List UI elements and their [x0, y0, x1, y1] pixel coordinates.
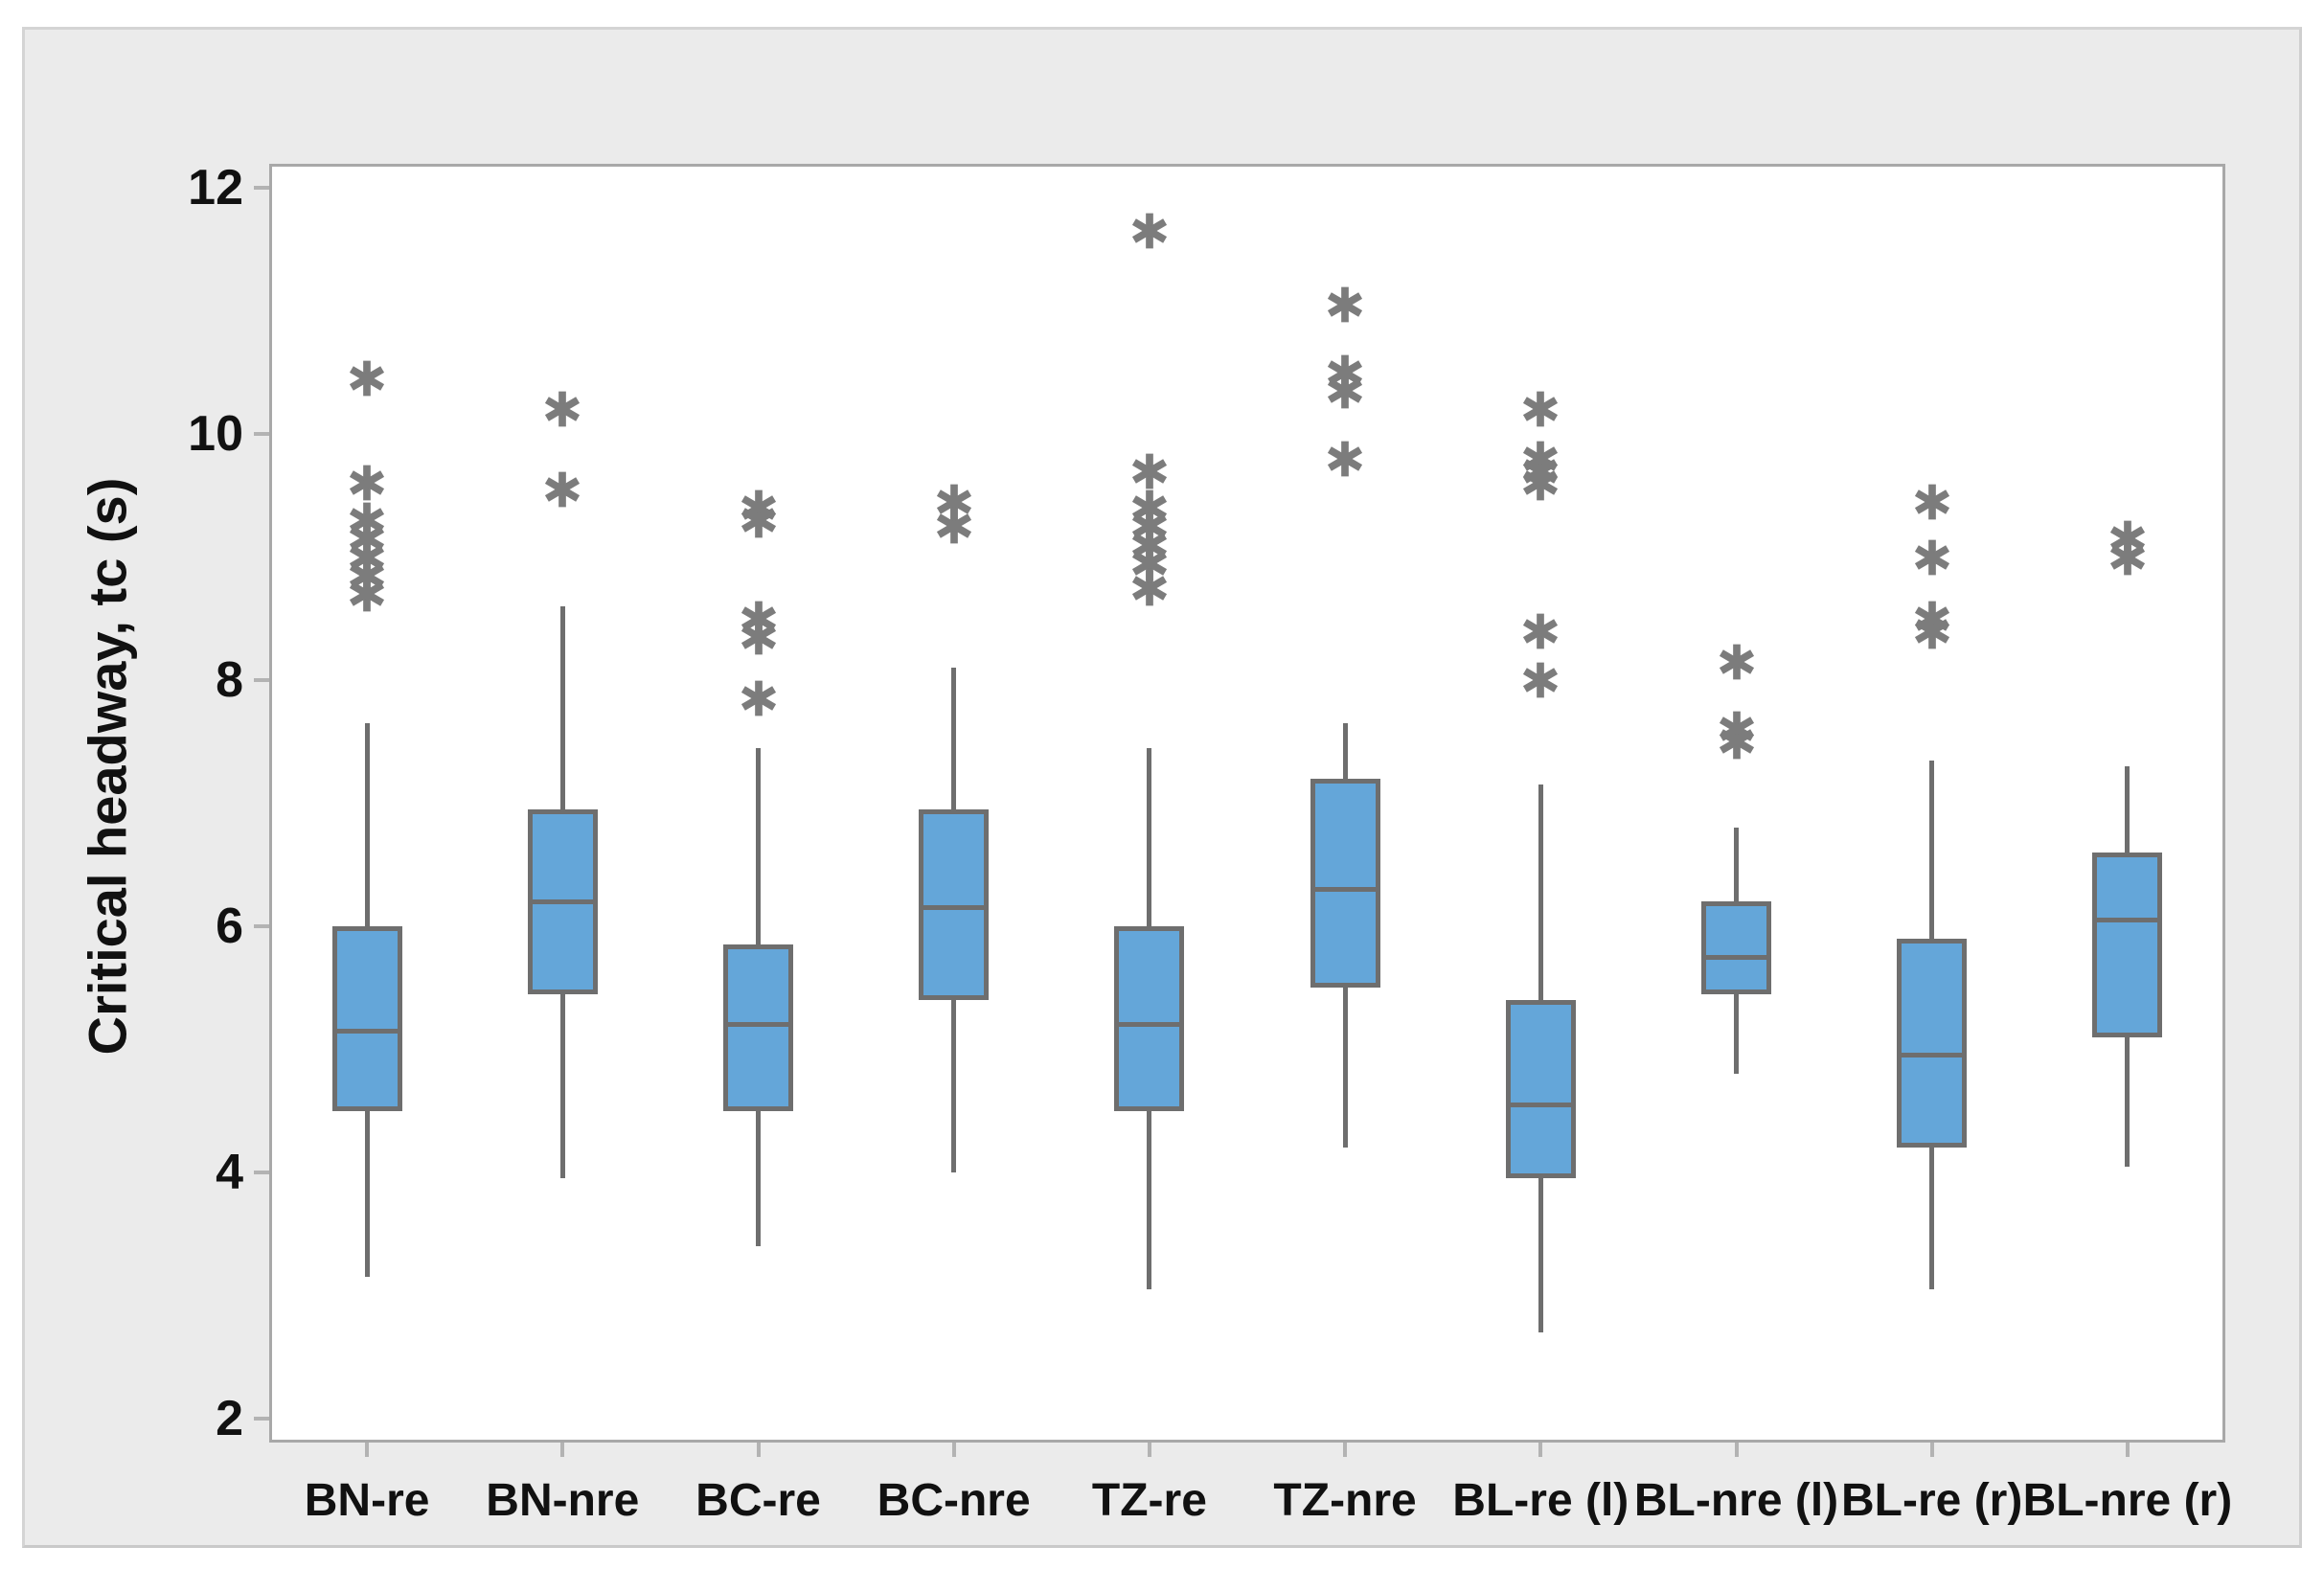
outlier-asterisk-icon	[739, 599, 779, 639]
x-category-label: BL-re (r)	[1841, 1475, 2023, 1526]
x-category-label: TZ-re	[1091, 1475, 1207, 1526]
outlier-asterisk-icon	[1717, 709, 1757, 749]
y-axis-tick	[254, 924, 269, 928]
x-category-label: BN-re	[304, 1475, 430, 1526]
outlier-asterisk-icon	[1325, 439, 1365, 479]
median-line	[728, 1022, 788, 1028]
outlier-asterisk-icon	[739, 488, 779, 528]
x-category-label: BL-re (l)	[1452, 1475, 1629, 1526]
outlier-asterisk-icon	[1520, 611, 1561, 651]
figure-canvas: 2 4 6 8 10 12 BN-re BN-nre BC-re BC-nre TZ-re TZ-nr…	[22, 27, 2302, 1548]
x-category-label: BL-nre (l)	[1633, 1475, 1839, 1526]
outlier-asterisk-icon	[1912, 482, 1952, 522]
x-category-label: BC-re	[695, 1475, 821, 1526]
outlier-asterisk-icon	[542, 389, 582, 429]
y-axis-tick	[254, 678, 269, 682]
x-axis-tick	[1538, 1443, 1543, 1457]
outlier-asterisk-icon	[1325, 284, 1365, 325]
plot-area: 2 4 6 8 10 12 BN-re BN-nre BC-re BC-nre TZ-re TZ-nr…	[188, 163, 2232, 1524]
box-iqr	[1897, 938, 1968, 1148]
y-axis-tick	[254, 1171, 269, 1174]
y-axis-tick	[254, 1417, 269, 1421]
median-line	[336, 1028, 398, 1034]
x-category-label: BL-nre (r)	[2022, 1475, 2233, 1526]
outlier-asterisk-icon	[347, 358, 387, 398]
outlier-asterisk-icon	[1129, 211, 1170, 251]
median-line	[1902, 1053, 1963, 1058]
box-iqr	[1114, 926, 1185, 1111]
outlier-asterisk-icon	[1520, 660, 1561, 700]
y-axis-tick-label: 12	[188, 160, 243, 216]
outlier-asterisk-icon	[2108, 518, 2148, 558]
x-axis-tick	[1929, 1443, 1934, 1457]
box-iqr	[2092, 852, 2163, 1037]
median-line	[1119, 1022, 1180, 1028]
x-axis-tick	[1734, 1443, 1739, 1457]
outlier-asterisk-icon	[1520, 439, 1561, 479]
median-line	[1314, 886, 1376, 892]
y-axis-tick	[254, 186, 269, 190]
x-category-label: BC-nre	[877, 1475, 1031, 1526]
outlier-asterisk-icon	[1717, 642, 1757, 682]
y-axis-tick-label: 6	[216, 898, 243, 954]
y-axis-tick	[254, 432, 269, 436]
x-axis-tick	[2125, 1443, 2130, 1457]
box-iqr	[919, 808, 990, 1001]
y-axis-tick-label: 10	[188, 406, 243, 462]
outlier-asterisk-icon	[1912, 537, 1952, 578]
median-line	[1510, 1102, 1571, 1107]
y-axis-tick-label: 2	[216, 1391, 243, 1446]
outlier-asterisk-icon	[934, 482, 974, 522]
outlier-asterisk-icon	[1129, 451, 1170, 491]
outlier-asterisk-icon	[542, 469, 582, 510]
median-line	[532, 898, 593, 904]
outlier-asterisk-icon	[347, 500, 387, 540]
x-category-label: BN-nre	[486, 1475, 640, 1526]
outlier-asterisk-icon	[739, 678, 779, 718]
x-axis-tick	[951, 1443, 956, 1457]
box-iqr	[1701, 901, 1771, 994]
median-line	[923, 905, 985, 911]
x-axis-tick	[1343, 1443, 1348, 1457]
box-iqr	[331, 926, 402, 1111]
x-axis-tick	[756, 1443, 761, 1457]
y-axis-tick-label: 8	[216, 652, 243, 708]
outlier-asterisk-icon	[1325, 352, 1365, 393]
y-axis-title: Critical headway, tc (s)	[77, 477, 138, 1056]
outlier-asterisk-icon	[1520, 389, 1561, 429]
box-iqr	[1310, 778, 1380, 989]
box-iqr	[723, 944, 793, 1111]
outlier-asterisk-icon	[1912, 599, 1952, 639]
x-category-label: TZ-nre	[1273, 1475, 1417, 1526]
median-line	[2097, 918, 2158, 923]
y-axis-tick-label: 4	[216, 1145, 243, 1200]
x-axis-tick	[560, 1443, 565, 1457]
box-iqr	[1505, 1000, 1576, 1179]
outlier-asterisk-icon	[1129, 488, 1170, 528]
x-axis-tick	[365, 1443, 370, 1457]
x-axis-tick	[1147, 1443, 1151, 1457]
median-line	[1706, 954, 1766, 960]
outlier-asterisk-icon	[347, 463, 387, 503]
